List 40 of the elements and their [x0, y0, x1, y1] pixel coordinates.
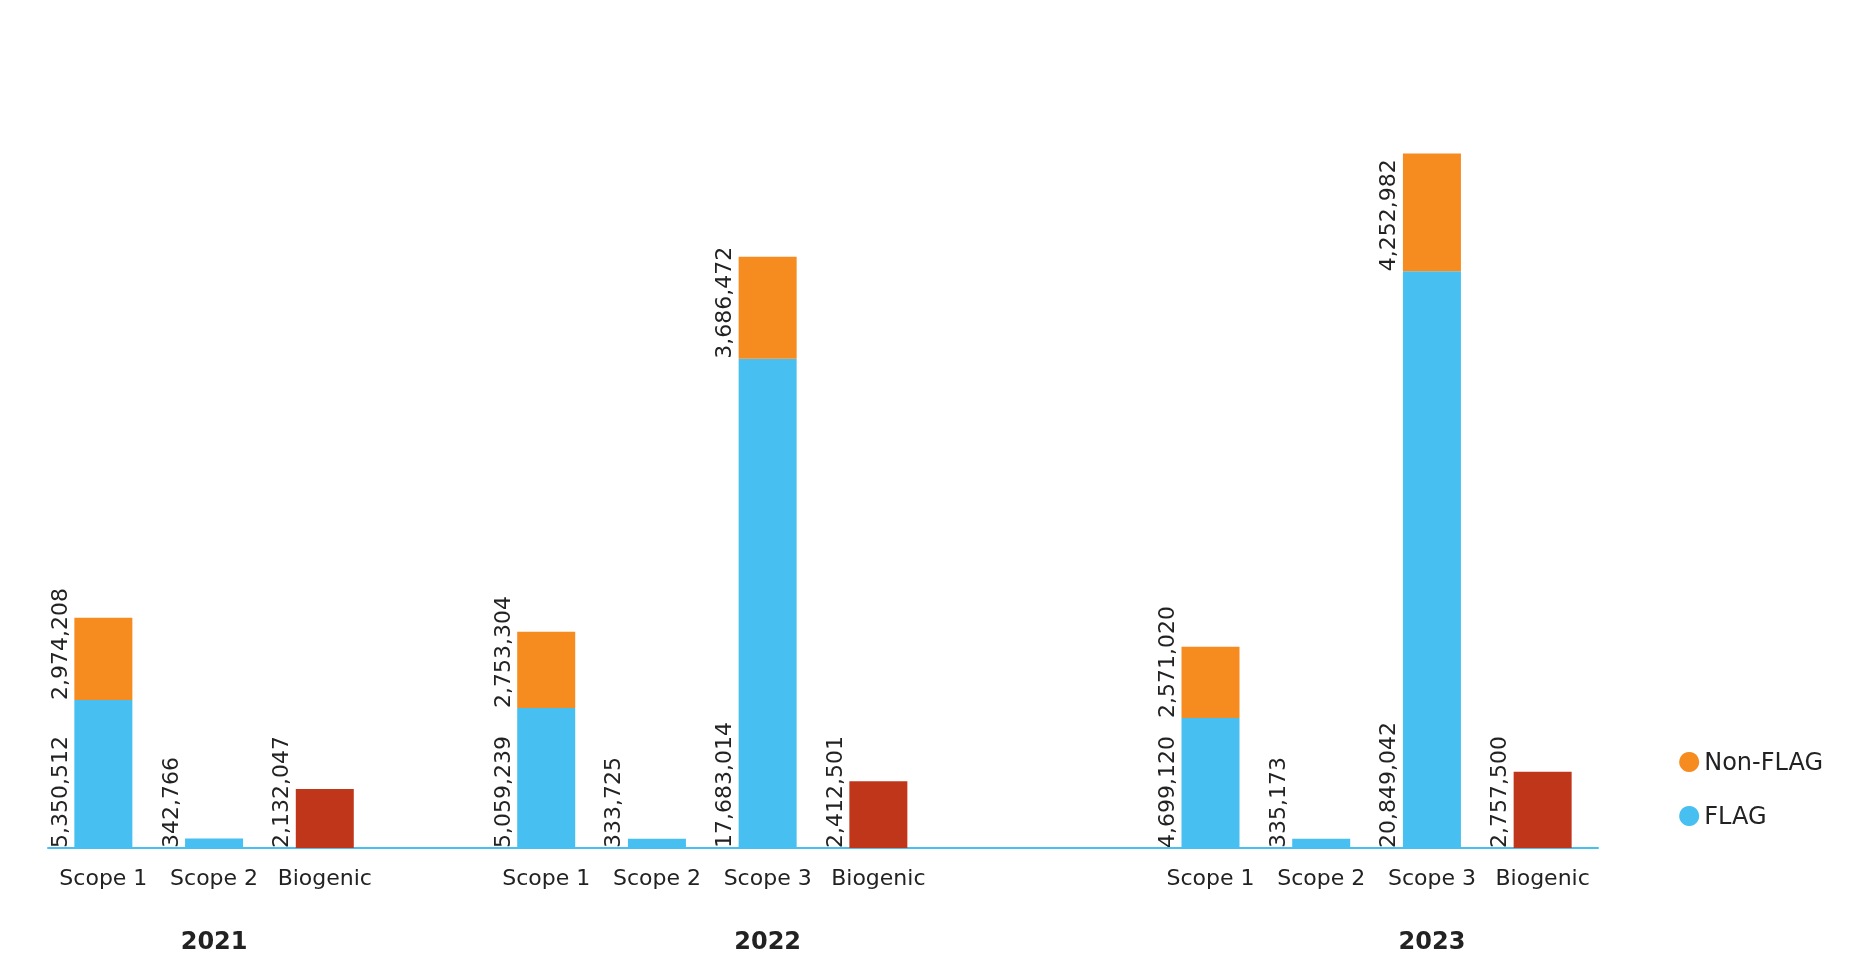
x-tick-label: Scope 1	[502, 864, 591, 890]
bar	[74, 617, 133, 700]
data-label: 5,059,239	[489, 736, 515, 848]
x-tick-label: Biogenic	[831, 864, 926, 890]
text: 2023	[1398, 927, 1466, 955]
data-label: 342,766	[157, 757, 183, 848]
x-tick-label: Scope 3	[723, 864, 812, 890]
x-tick-label: Scope 1	[1166, 864, 1255, 890]
x-tick-label: Biogenic	[1495, 864, 1590, 890]
x-tick-label: Scope 2	[1277, 864, 1366, 890]
bar	[1513, 771, 1572, 848]
data-label: 333,725	[600, 757, 626, 848]
data-label: 5,350,512	[46, 736, 72, 848]
data-label: 20,849,042	[1375, 722, 1401, 848]
x-tick-label: Scope 1	[59, 864, 148, 890]
data-label: 2,571,020	[1154, 606, 1179, 718]
text: 2022	[734, 927, 802, 955]
bar	[517, 631, 576, 709]
legend-label: Non-FLAG	[1704, 748, 1823, 776]
data-label: 335,173	[1264, 757, 1290, 848]
x-tick-label: Scope 3	[1387, 864, 1476, 890]
data-label: 2,974,208	[46, 588, 72, 700]
data-label: 4,252,982	[1375, 159, 1401, 272]
bar	[849, 781, 908, 848]
data-label: 2,132,047	[268, 736, 294, 848]
legend-label: FLAG	[1704, 802, 1767, 830]
x-tick-label: Biogenic	[277, 864, 372, 890]
bar	[1402, 153, 1461, 272]
data-label: 2,412,501	[821, 736, 847, 848]
data-label: 4,699,120	[1154, 736, 1179, 848]
data-label: 3,686,472	[711, 246, 737, 359]
data-label: 17,683,014	[711, 722, 737, 848]
data-label: 2,753,304	[489, 596, 515, 709]
x-tick-label: Scope 2	[170, 864, 259, 890]
bar	[1181, 646, 1240, 718]
data-label: 2,757,500	[1486, 736, 1512, 848]
bar	[738, 256, 797, 359]
text: 2021	[180, 927, 248, 955]
x-tick-label: Scope 2	[612, 864, 701, 890]
bar	[295, 789, 354, 848]
